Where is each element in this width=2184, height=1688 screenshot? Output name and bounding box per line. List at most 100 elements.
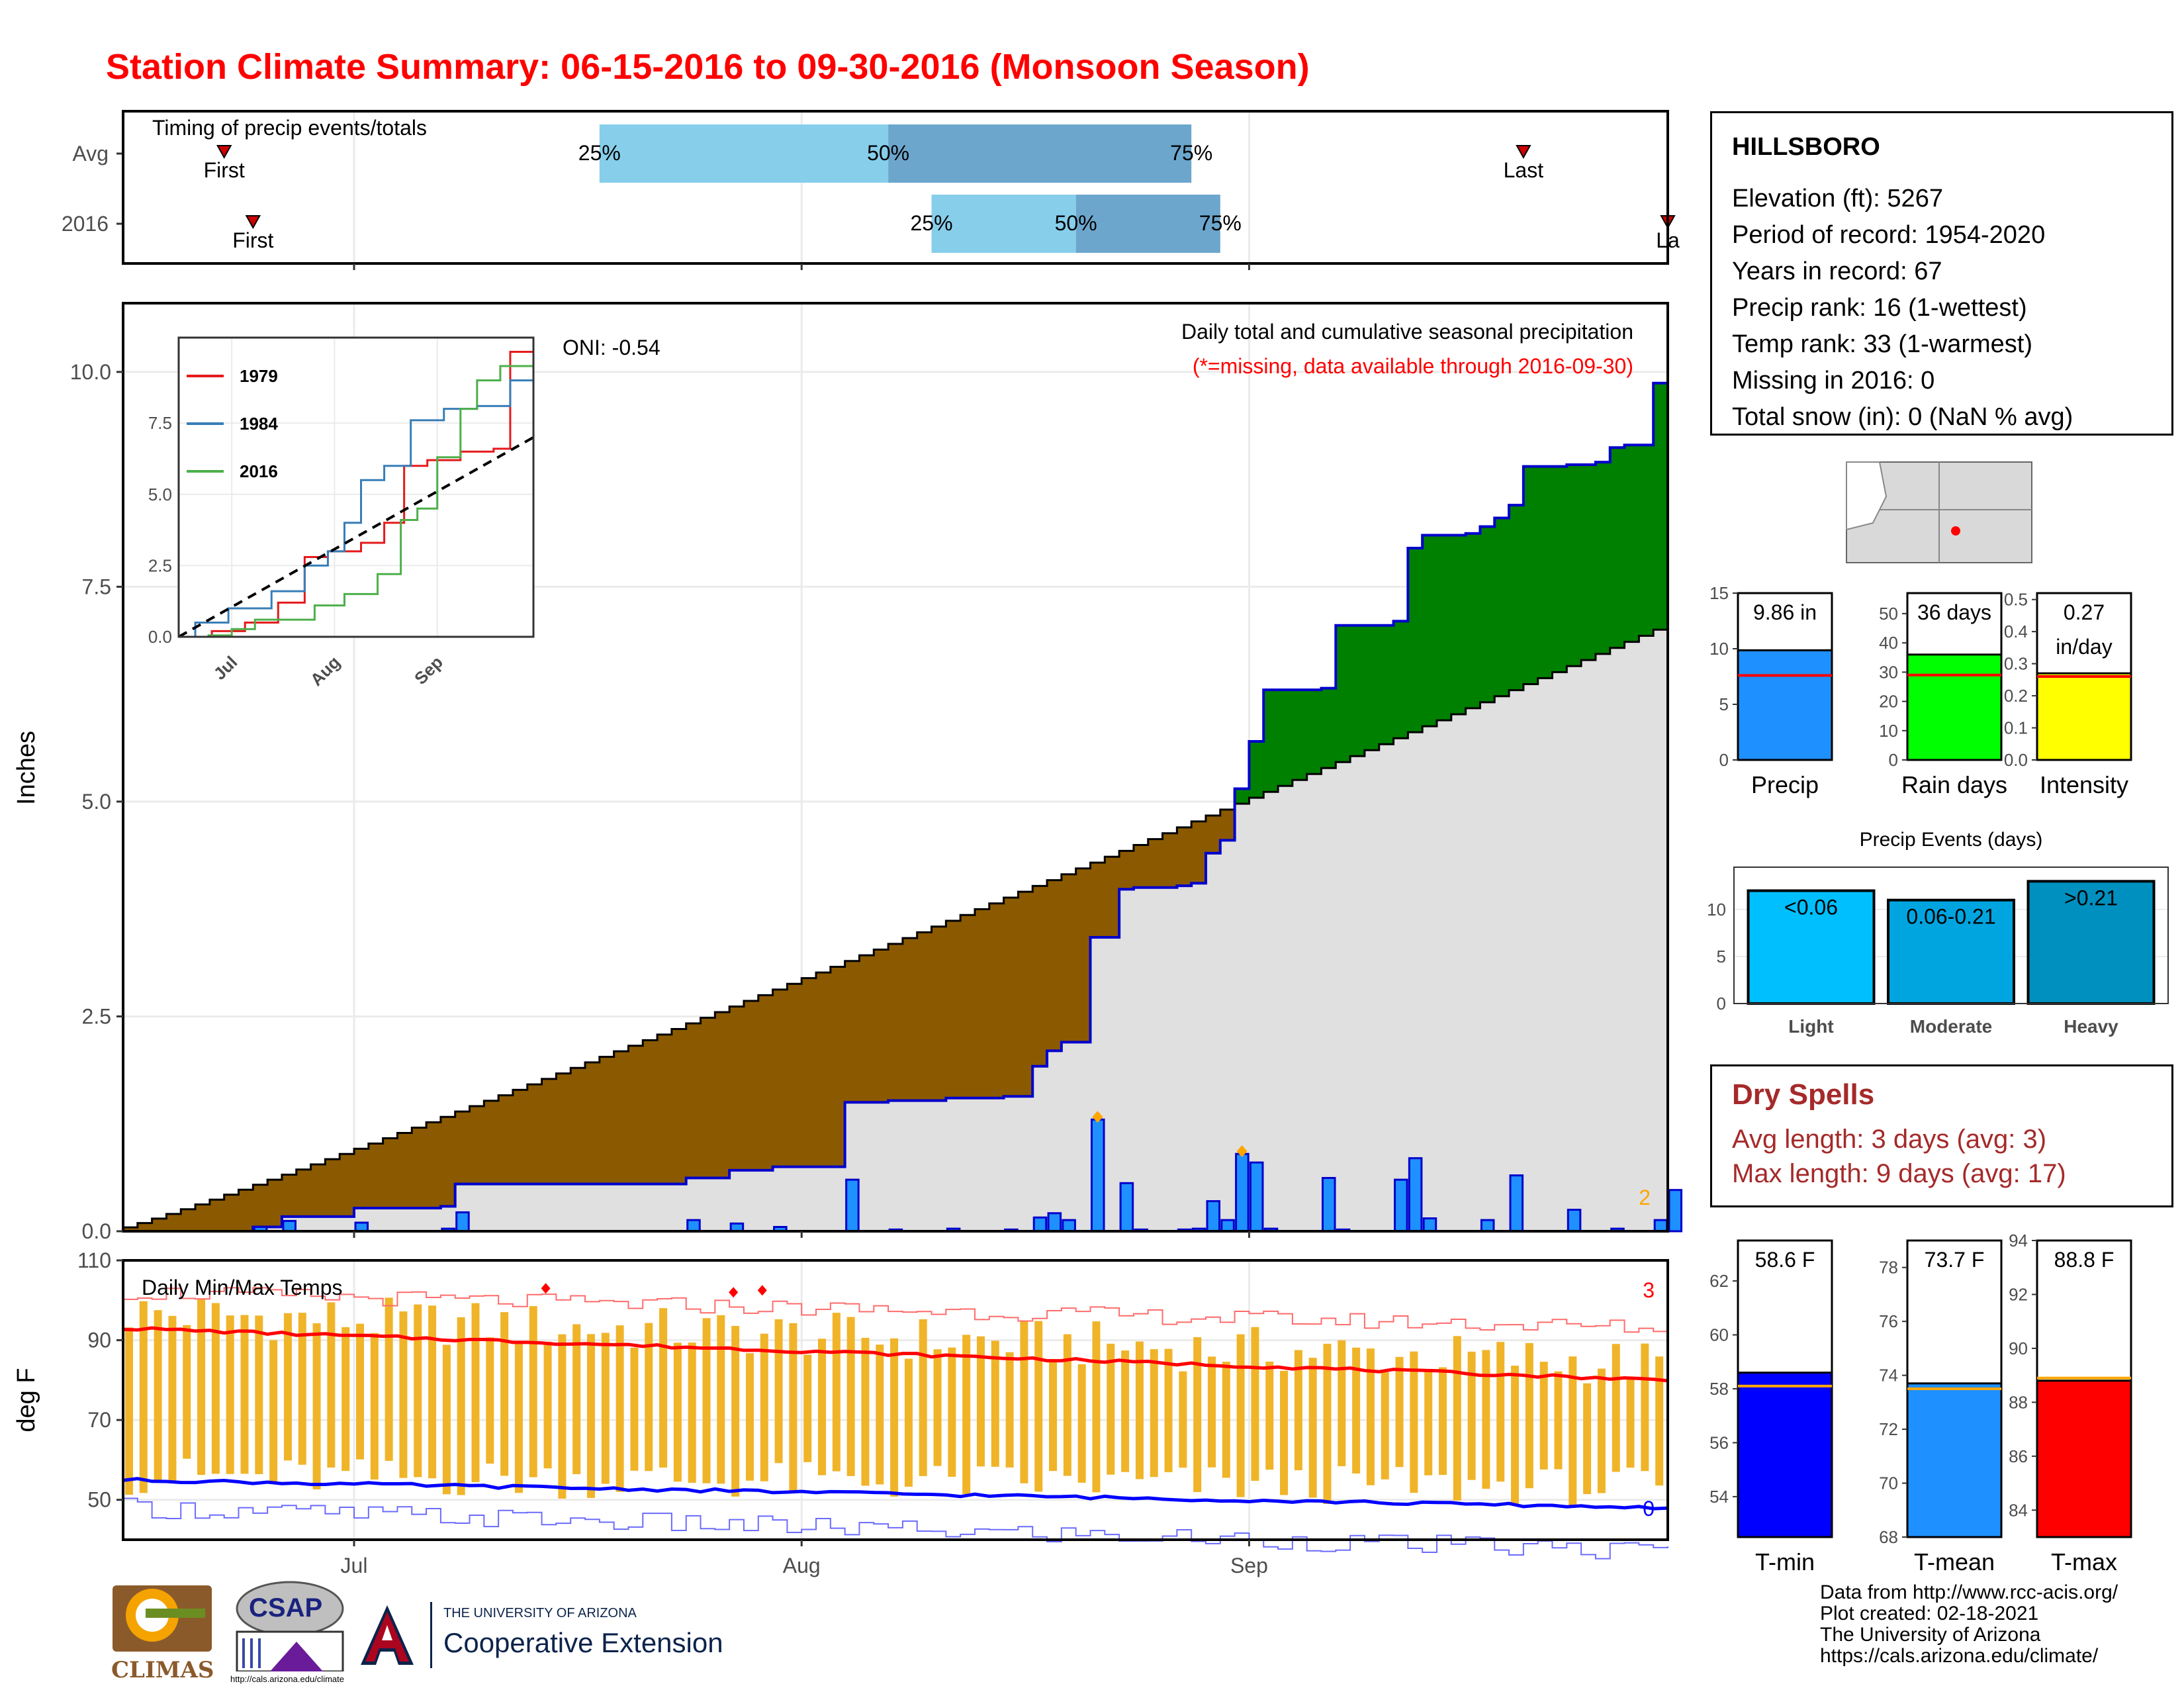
- dry-spells-avg: Avg length: 3 days (avg: 3): [1732, 1125, 2047, 1154]
- climo-fill-step: [801, 1166, 817, 1231]
- daily-temp-range-bar: [1626, 1377, 1635, 1468]
- temp-tmax-ytick-label: 86: [2009, 1446, 2028, 1466]
- climo-fill-step: [974, 1098, 990, 1231]
- daily-temp-range-bar: [1352, 1347, 1361, 1474]
- daily-temp-range-bar: [414, 1304, 422, 1477]
- timing-title: Timing of precip events/totals: [152, 116, 427, 140]
- daily-temp-range-bar: [1395, 1356, 1404, 1468]
- daily-temp-range-bar: [558, 1334, 567, 1499]
- daily-temp-range-bar: [1164, 1348, 1173, 1472]
- climo-fill-step: [1567, 666, 1582, 1231]
- daily-precip-bar: [1119, 1182, 1134, 1233]
- event-category-label: Light: [1788, 1016, 1833, 1037]
- daily-temp-range-bar: [1280, 1370, 1289, 1495]
- daily-temp-range-bar: [327, 1302, 336, 1468]
- below-avg-fill-step: [874, 949, 889, 1103]
- daily-temp-range-bar: [1641, 1343, 1649, 1472]
- daily-temp-range-bar: [919, 1319, 927, 1476]
- temp-tmax-ytick-label: 90: [2009, 1338, 2028, 1358]
- daily-temp-range-bar: [1496, 1342, 1505, 1482]
- record-high-marker: [541, 1283, 551, 1294]
- temp-tmin-category-label: T-min: [1755, 1548, 1815, 1575]
- above-avg-fill-step: [1249, 741, 1264, 798]
- above-avg-fill-step: [1408, 547, 1423, 733]
- daily-precip-bar: [1220, 1219, 1235, 1233]
- rain-days-bar: [1906, 653, 2003, 761]
- above-avg-fill-step: [1321, 688, 1336, 769]
- map-station-dot: [1951, 526, 1960, 536]
- climo-fill-step: [1436, 720, 1452, 1231]
- below-avg-fill-step: [743, 1000, 759, 1170]
- station-temp-rank: Temp rank: 33 (1-warmest): [1732, 330, 2033, 358]
- climo-fill-step: [715, 1178, 730, 1231]
- temp-tmean-ytick-label: 68: [1879, 1527, 1898, 1547]
- climo-fill-step: [440, 1206, 456, 1231]
- daily-temp-range-bar: [1034, 1321, 1043, 1492]
- climo-fill-step: [1451, 714, 1467, 1231]
- dry-spells-box: Dry Spells Avg length: 3 days (avg: 3) M…: [1710, 1064, 2173, 1207]
- climo-fill-step: [340, 1216, 355, 1231]
- record-low-count: 0: [1643, 1497, 1655, 1521]
- precip-total-bar: [1737, 649, 1833, 761]
- climo-fill-step: [325, 1216, 340, 1231]
- event-value-label: >0.21: [2064, 886, 2118, 910]
- climo-fill-step: [1422, 726, 1437, 1231]
- daily-precip-bar: [1567, 1209, 1582, 1233]
- climo-fill-step: [1177, 886, 1192, 1231]
- climo-fill-step: [1263, 792, 1279, 1231]
- climo-fill-step: [960, 1098, 976, 1231]
- event-bar: [1887, 898, 2015, 1005]
- daily-temp-range-bar: [1381, 1372, 1389, 1479]
- daily-precip-bar: [1321, 1177, 1336, 1233]
- daily-temp-range-bar: [991, 1340, 999, 1467]
- timing-q25-q50-bar: [931, 195, 1076, 253]
- intensity-ytick-label: 0.0: [2004, 750, 2028, 770]
- climo-fill-step: [599, 1184, 615, 1231]
- daily-temp-range-bar: [1150, 1349, 1158, 1477]
- daily-temp-range-bar: [1179, 1371, 1187, 1468]
- daily-temp-range-bar: [1612, 1344, 1620, 1472]
- below-avg-fill-step: [166, 1213, 181, 1231]
- below-avg-fill-step: [296, 1169, 312, 1217]
- temp-panel-border: [122, 1259, 1669, 1541]
- climo-fill-step: [397, 1207, 412, 1231]
- climo-fill-step: [1595, 653, 1611, 1231]
- daily-temp-range-bar: [168, 1315, 177, 1483]
- below-avg-fill-step: [758, 995, 774, 1170]
- daily-temp-range-bar: [1453, 1336, 1461, 1501]
- daily-temp-range-bar: [587, 1334, 596, 1498]
- climo-fill-step: [1061, 1042, 1077, 1231]
- daily-precip-bar: [1480, 1219, 1495, 1233]
- climo-fill-step: [1537, 678, 1553, 1231]
- ua-a-icon: [361, 1605, 414, 1665]
- climo-fill-step: [1336, 762, 1351, 1231]
- daily-temp-range-bar: [789, 1323, 797, 1492]
- daily-temp-range-bar: [457, 1317, 465, 1495]
- climo-fill-step: [989, 1098, 1005, 1231]
- event-category-label: Heavy: [2064, 1016, 2118, 1037]
- climo-fill-step: [498, 1184, 514, 1231]
- daily-temp-range-bar: [283, 1313, 292, 1461]
- above-avg-fill-step: [1494, 518, 1510, 696]
- temp-tmax-value-label: 88.8 F: [2054, 1248, 2115, 1272]
- below-avg-fill-step: [643, 1040, 658, 1184]
- daily-temp-range-bar: [471, 1303, 480, 1482]
- above-avg-fill-step: [1653, 383, 1668, 630]
- climo-fill-step: [296, 1216, 312, 1231]
- below-avg-fill-step: [281, 1174, 297, 1217]
- record-high-marker: [757, 1285, 767, 1296]
- daily-precip-bar: [1653, 1219, 1668, 1233]
- climo-fill-step: [1393, 738, 1408, 1231]
- precip-panel-border: [122, 302, 1669, 1233]
- events-ytick-label: 10: [1707, 900, 1726, 919]
- below-avg-fill-step: [859, 955, 874, 1103]
- below-avg-fill-step: [1090, 863, 1105, 938]
- daily-temp-range-bar: [1265, 1361, 1274, 1470]
- event-category-label: Moderate: [1910, 1016, 1992, 1037]
- temp-tmean-ytick-label: 78: [1879, 1258, 1898, 1278]
- below-avg-fill-step: [946, 920, 961, 1098]
- climo-fill-step: [1465, 708, 1481, 1231]
- avg-cumulative-line: [122, 628, 1668, 1231]
- below-avg-fill-step: [1177, 827, 1192, 886]
- record-tmin-line: [123, 1497, 1668, 1560]
